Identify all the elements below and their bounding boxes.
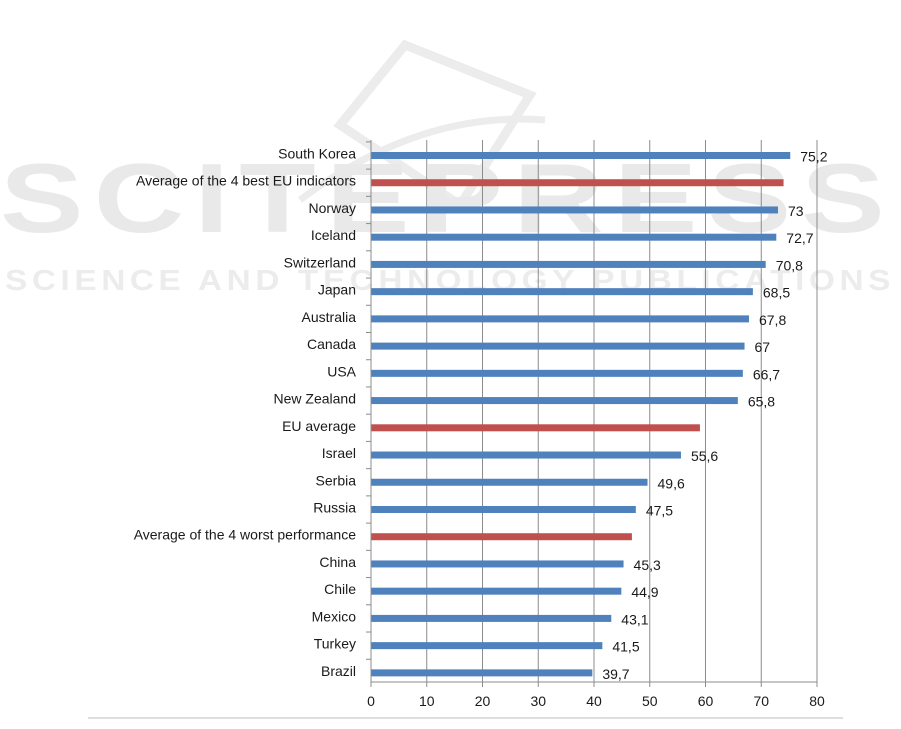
country-bar: [371, 614, 612, 622]
x-tick-label: 80: [809, 693, 825, 709]
country-bar: [371, 288, 753, 296]
data-value-label: 44,9: [631, 584, 658, 600]
data-value-label: 73: [788, 203, 804, 219]
average-bar: [371, 533, 632, 541]
category-labels: South Korea Average of the 4 best EU indi…: [134, 146, 357, 679]
data-value-label: 43,1: [621, 611, 648, 627]
category-label: Iceland: [311, 227, 356, 243]
country-bar: [371, 505, 636, 513]
category-label: Israel: [322, 445, 356, 461]
category-label: Serbia: [316, 472, 357, 488]
data-labels: 75,2 73 72,7 70,8 68,5 67,8 67 66,7 65,8 55,6 49,6…: [602, 149, 827, 682]
data-value-label: 72,7: [786, 230, 813, 246]
data-value-label: 66,7: [753, 366, 780, 382]
category-label: Mexico: [312, 608, 357, 624]
country-bar: [371, 342, 745, 350]
country-bar: [371, 560, 624, 568]
x-tick-label: 30: [530, 693, 546, 709]
data-value-label: 65,8: [748, 394, 775, 410]
average-bar: [371, 424, 700, 432]
country-bar: [371, 369, 743, 377]
category-label: USA: [327, 363, 356, 379]
data-value-label: 45,3: [634, 557, 661, 573]
category-label: Average of the 4 best EU indicators: [136, 173, 356, 189]
data-value-label: 39,7: [602, 666, 629, 682]
x-tick-label: 20: [475, 693, 491, 709]
category-label: Average of the 4 worst performance: [134, 527, 357, 543]
country-bar: [371, 451, 681, 459]
country-bar: [371, 642, 603, 650]
category-label: EU average: [282, 418, 356, 434]
category-label: China: [319, 554, 356, 570]
watermark-logo-icon: [297, 39, 546, 212]
category-label: Australia: [302, 309, 357, 325]
data-value-label: 68,5: [763, 285, 790, 301]
bars: [371, 152, 791, 677]
category-label: Switzerland: [284, 254, 356, 270]
category-label: Brazil: [321, 663, 356, 679]
data-value-label: 41,5: [612, 639, 639, 655]
x-tick-label: 50: [642, 693, 658, 709]
country-bar: [371, 669, 593, 677]
x-tick-label: 10: [419, 693, 435, 709]
data-value-label: 47,5: [646, 502, 673, 518]
average-bar: [371, 179, 784, 187]
category-label: Russia: [313, 499, 356, 515]
country-bar: [371, 478, 648, 486]
category-label: Chile: [324, 581, 356, 597]
axes: [366, 140, 818, 687]
category-label: South Korea: [278, 146, 356, 162]
gridlines: [426, 140, 818, 682]
data-value-label: 55,6: [691, 448, 718, 464]
data-value-label: 67: [755, 339, 771, 355]
x-tick-label: 70: [753, 693, 769, 709]
category-label: Norway: [309, 200, 356, 216]
x-tick-labels: 0 10 20 30 40 50 60 70 80: [367, 693, 825, 709]
data-value-label: 67,8: [759, 312, 786, 328]
x-tick-label: 40: [586, 693, 602, 709]
category-label: Canada: [307, 336, 356, 352]
x-tick-label: 0: [367, 693, 375, 709]
country-bar: [371, 587, 622, 595]
category-label: New Zealand: [274, 391, 357, 407]
data-value-label: 70,8: [776, 257, 803, 273]
country-bar: [371, 315, 749, 323]
data-value-label: 75,2: [800, 149, 827, 165]
country-bar: [371, 233, 777, 241]
category-label: Japan: [318, 282, 356, 298]
country-bar: [371, 206, 778, 214]
x-tick-label: 60: [698, 693, 714, 709]
data-value-label: 49,6: [658, 475, 685, 491]
country-bar: [371, 397, 738, 405]
country-bar: [371, 152, 791, 159]
category-label: Turkey: [314, 636, 356, 652]
country-bar: [371, 260, 766, 268]
